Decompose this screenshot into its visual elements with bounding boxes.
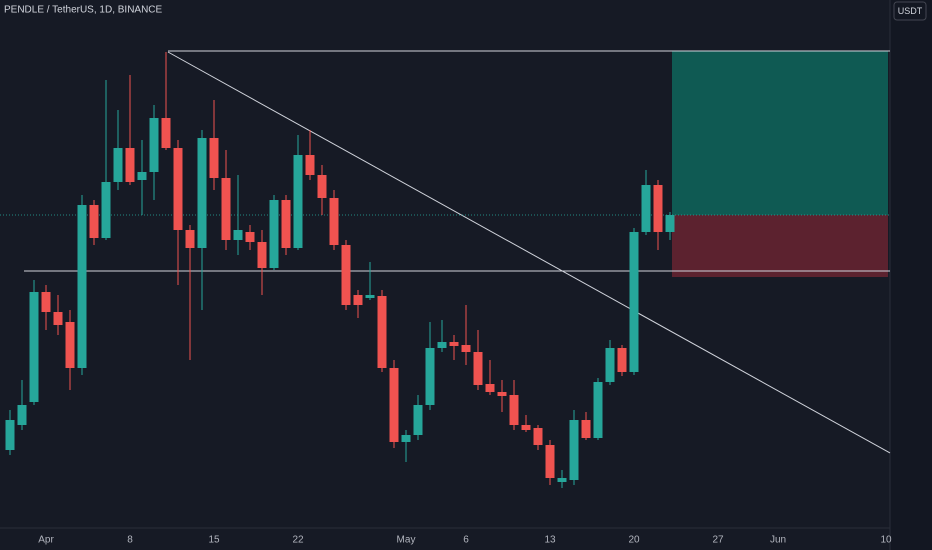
candle-body: [653, 185, 663, 232]
currency-button[interactable]: [893, 1, 927, 21]
candle-body: [581, 420, 591, 438]
x-tick-label: Apr: [38, 535, 54, 546]
candle-body: [149, 118, 159, 172]
candle-body: [497, 392, 507, 396]
candle-body: [113, 148, 123, 182]
x-tick-label: 20: [628, 535, 640, 546]
candle-body: [569, 420, 579, 480]
candle-body: [173, 148, 183, 230]
candle-body: [353, 295, 363, 305]
candle-body: [389, 368, 399, 442]
candle-body: [401, 435, 411, 442]
currency-label[interactable]: USDT: [898, 6, 923, 16]
candle-body: [341, 245, 351, 305]
candle-body: [101, 182, 111, 238]
candle-body: [281, 200, 291, 248]
candle-body: [77, 205, 87, 368]
candle-body: [545, 445, 555, 478]
candle-body: [317, 175, 327, 198]
candle-body: [185, 230, 195, 248]
candle-body: [125, 148, 135, 182]
x-tick-label: 8: [127, 535, 133, 546]
candle-body: [629, 232, 639, 372]
x-tick-label: 13: [544, 535, 556, 546]
candle-body: [521, 425, 531, 430]
price-axis-strip: [890, 0, 932, 550]
candle-body: [461, 345, 471, 352]
candle-body: [257, 242, 267, 268]
x-tick-label: 6: [463, 535, 469, 546]
candle-body: [245, 232, 255, 242]
candle-body: [605, 348, 615, 382]
candle-body: [329, 198, 339, 245]
candle-body: [377, 296, 387, 368]
candle-body: [665, 215, 675, 232]
candle-body: [89, 205, 99, 238]
position-target-zone: [672, 51, 888, 215]
position-stop-zone: [672, 215, 888, 277]
candle-body: [449, 342, 459, 346]
x-tick-label: 27: [712, 535, 724, 546]
candle-body: [17, 405, 27, 425]
candle-body: [413, 405, 423, 435]
candle-body: [29, 292, 39, 402]
candle-body: [557, 478, 567, 482]
trendline: [167, 51, 891, 454]
candle-body: [509, 395, 519, 425]
x-tick-label: 15: [208, 535, 220, 546]
candle-body: [593, 382, 603, 438]
candle-body: [65, 322, 75, 368]
x-tick-label: 22: [292, 535, 304, 546]
candle-body: [365, 295, 375, 298]
candle-body: [209, 138, 219, 178]
chart-title: PENDLE / TetherUS, 1D, BINANCE: [4, 5, 163, 16]
candle-body: [293, 155, 303, 248]
candle-body: [221, 178, 231, 240]
candle-body: [641, 185, 651, 232]
candle-body: [269, 200, 279, 268]
plot: [0, 50, 891, 488]
candle-body: [617, 348, 627, 372]
candle-body: [473, 352, 483, 385]
candle-body: [485, 384, 495, 392]
candle-body: [233, 230, 243, 240]
candle-body: [437, 342, 447, 348]
candle-body: [41, 292, 51, 312]
x-tick-label: May: [397, 535, 416, 546]
x-tick-label: 10: [880, 535, 892, 546]
candle-body: [5, 420, 15, 450]
candle-body: [161, 118, 171, 148]
candle-body: [305, 155, 315, 175]
candle-body: [425, 348, 435, 405]
x-tick-label: Jun: [770, 535, 786, 546]
candle-body: [533, 428, 543, 445]
candle-body: [137, 172, 147, 180]
candle-body: [53, 312, 63, 325]
candle-body: [197, 138, 207, 248]
